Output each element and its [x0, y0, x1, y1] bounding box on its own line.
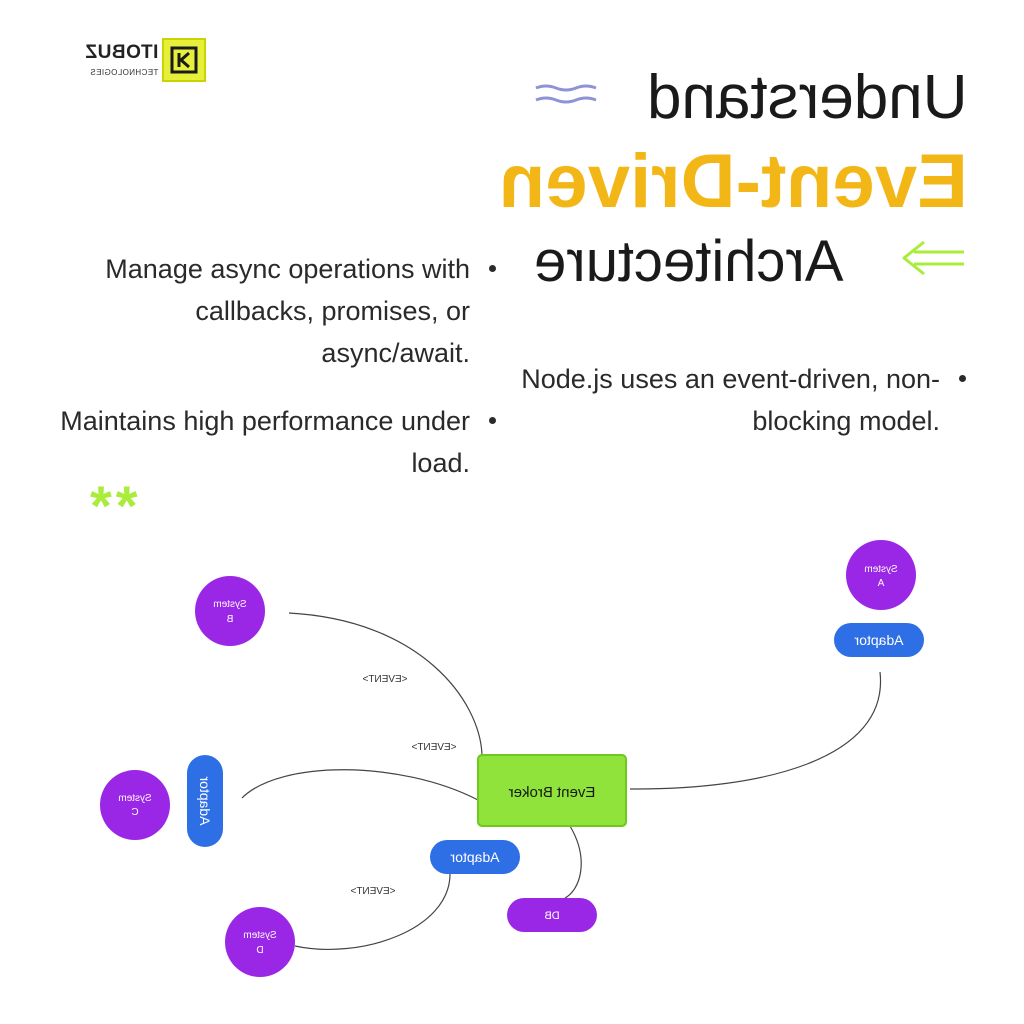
svg-text:D: D — [256, 945, 263, 956]
svg-text:A: A — [877, 578, 884, 589]
svg-text:System: System — [213, 599, 246, 610]
svg-text:Adaptor: Adaptor — [197, 776, 213, 825]
system-c-node: System C — [100, 770, 170, 840]
edge-label-b: <EVENT> — [362, 674, 407, 685]
svg-text:C: C — [131, 807, 138, 818]
bullet-nodejs: Node.js uses an event-driven, non-blocki… — [520, 358, 970, 442]
bullet-async: Manage async operations with callbacks, … — [50, 248, 500, 374]
svg-text:<EVENT>: <EVENT> — [362, 674, 407, 685]
edge-system-b — [288, 612, 483, 756]
svg-text:Event Broker: Event Broker — [509, 784, 596, 801]
svg-text:Adaptor: Adaptor — [854, 632, 903, 648]
event-broker-node: Event Broker — [477, 754, 627, 827]
db-node: DB — [507, 898, 597, 932]
svg-text:System: System — [864, 564, 897, 575]
logo-k-icon — [170, 46, 198, 74]
adaptor-d-node: Adaptor — [430, 840, 520, 874]
bullet-performance: Maintains high performance under load. — [30, 400, 500, 484]
system-b-node: System B — [195, 576, 265, 646]
edge-db — [564, 825, 582, 899]
system-a-node: System A — [846, 540, 916, 610]
stars-decoration: ** — [90, 474, 142, 537]
svg-text:B: B — [226, 614, 233, 625]
logo-mark — [162, 38, 206, 82]
edge-label-a: <EVENT> — [411, 742, 456, 753]
svg-text:<EVENT>: <EVENT> — [350, 886, 395, 897]
svg-text:DB: DB — [544, 910, 559, 922]
edge-system-d — [294, 873, 451, 950]
edge-label-d: <EVENT> — [350, 886, 395, 897]
adaptor-a-node: Adaptor — [834, 623, 924, 657]
wave-lines-icon — [535, 84, 597, 104]
edge-system-a — [629, 671, 882, 790]
svg-text:System: System — [243, 930, 276, 941]
svg-text:<EVENT>: <EVENT> — [411, 742, 456, 753]
svg-text:System: System — [118, 793, 151, 804]
edge-system-c — [241, 769, 479, 801]
double-arrow-icon — [902, 240, 964, 276]
svg-text:Adaptor: Adaptor — [450, 849, 499, 865]
system-d-node: System D — [225, 907, 295, 977]
adaptor-c-node: Adaptor — [187, 755, 223, 847]
